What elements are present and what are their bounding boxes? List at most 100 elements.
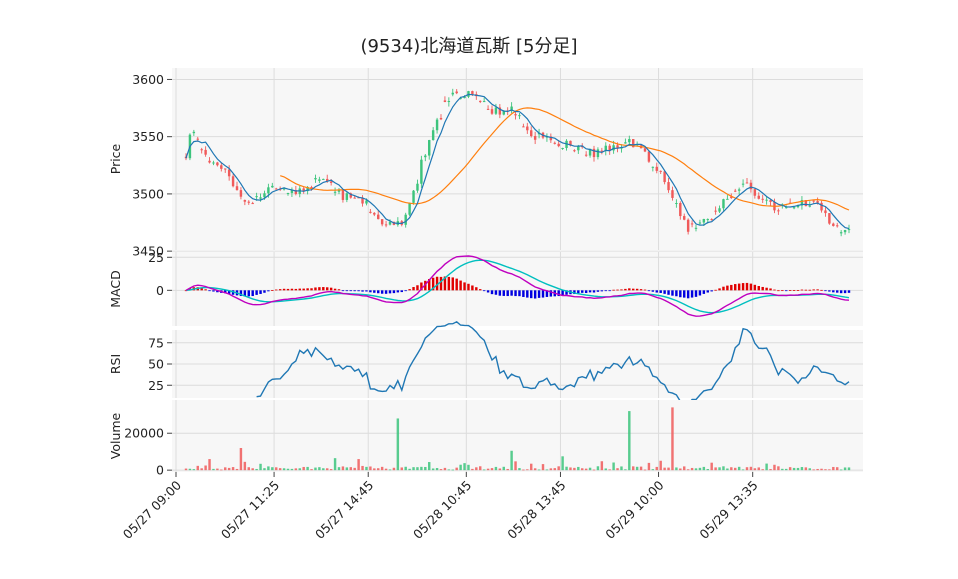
macd-histogram-bar: [706, 290, 709, 293]
macd-histogram-bar: [714, 289, 717, 291]
candle-body: [608, 145, 611, 151]
candle-body: [796, 205, 800, 208]
volume-bar: [204, 465, 207, 471]
volume-bar: [600, 461, 604, 471]
candle-body: [259, 197, 262, 199]
macd-histogram-bar: [447, 276, 451, 291]
volume-bar: [718, 467, 721, 471]
volume-bar: [804, 467, 808, 471]
macd-histogram-bar: [200, 288, 203, 291]
volume-bar: [471, 468, 474, 471]
volume-bar: [243, 461, 247, 471]
volume-bar: [267, 466, 270, 471]
candle-body: [616, 145, 619, 149]
volume-bar: [278, 468, 282, 471]
candle-body: [373, 212, 376, 215]
macd-histogram-bar: [267, 290, 270, 292]
volume-bar: [808, 468, 811, 471]
macd-histogram-bar: [275, 289, 278, 291]
macd-histogram-bar: [828, 290, 831, 292]
macd-histogram-bar: [584, 290, 588, 293]
macd-histogram-bar: [278, 289, 282, 291]
candle-body: [643, 148, 647, 152]
volume-bar: [569, 467, 572, 471]
volume-bar: [290, 468, 294, 471]
macd-histogram-bar: [796, 290, 800, 291]
candle-body: [804, 200, 808, 207]
macd-histogram-bar: [255, 290, 258, 295]
volume-bar: [777, 466, 780, 471]
macd-histogram-bar: [400, 290, 403, 293]
macd-histogram-bar: [651, 290, 655, 292]
macd-histogram-bar: [353, 290, 356, 292]
macd-histogram-bar: [533, 290, 537, 299]
candle-body: [255, 196, 258, 198]
macd-histogram-bar: [632, 288, 635, 291]
macd-histogram-bar: [698, 290, 702, 296]
candle-body: [561, 147, 564, 149]
candle-body: [482, 101, 486, 103]
volume-bar: [459, 464, 462, 471]
candle-body: [416, 183, 419, 191]
candle-body: [220, 165, 223, 169]
candle-body: [420, 159, 423, 184]
volume-bar: [184, 468, 188, 471]
y-tick-label: 3550: [132, 129, 164, 144]
candle-body: [683, 216, 686, 220]
volume-bar: [526, 469, 529, 471]
macd-histogram-bar: [663, 290, 666, 294]
macd-histogram-bar: [208, 290, 211, 292]
volume-bar: [565, 466, 568, 471]
macd-histogram-bar: [816, 289, 819, 291]
volume-bar: [592, 469, 596, 471]
volume-bar: [710, 462, 713, 471]
volume-bar: [357, 459, 360, 471]
volume-bar: [310, 469, 313, 471]
candle-body: [455, 91, 458, 94]
volume-bar: [337, 467, 341, 471]
volume-bar: [494, 466, 498, 471]
volume-bar: [749, 466, 753, 471]
volume-bar: [553, 468, 556, 471]
macd-histogram-bar: [753, 284, 757, 291]
volume-bar: [333, 458, 337, 471]
macd-histogram-bar: [537, 290, 541, 298]
macd-histogram-bar: [271, 290, 274, 291]
candle-body: [322, 178, 325, 180]
candle-body: [698, 222, 702, 224]
candle-body: [502, 110, 505, 115]
macd-histogram-bar: [530, 290, 533, 299]
macd-histogram-bar: [616, 289, 619, 291]
volume-bar: [753, 468, 757, 471]
candle-body: [463, 96, 466, 99]
volume-bar: [847, 467, 851, 471]
volume-bar: [694, 468, 698, 471]
candle-body: [365, 200, 368, 204]
volume-bar: [530, 463, 533, 471]
candle-body: [263, 193, 266, 198]
macd-histogram-bar: [369, 290, 372, 293]
volume-bar: [667, 467, 670, 471]
y-tick-label: 20000: [124, 426, 164, 441]
candle-body: [549, 136, 553, 141]
candle-body: [326, 178, 329, 182]
macd-histogram-bar: [377, 290, 380, 294]
macd-histogram-bar: [690, 290, 694, 298]
macd-histogram-bar: [467, 283, 470, 291]
volume-bar: [298, 468, 301, 471]
candle-body: [408, 202, 411, 215]
macd-histogram-bar: [392, 290, 396, 294]
candle-body: [847, 229, 851, 231]
candle-body: [659, 170, 662, 172]
macd-histogram-bar: [326, 287, 329, 291]
macd-histogram-bar: [416, 285, 419, 291]
volume-bar: [639, 466, 643, 471]
volume-bar: [683, 466, 686, 471]
volume-bar: [596, 466, 600, 471]
volume-bar: [588, 467, 592, 471]
volume-bar: [800, 467, 804, 471]
macd-histogram-bar: [639, 289, 643, 291]
candle-body: [318, 179, 321, 181]
macd-histogram-bar: [592, 290, 596, 293]
macd-histogram-bar: [839, 290, 843, 294]
